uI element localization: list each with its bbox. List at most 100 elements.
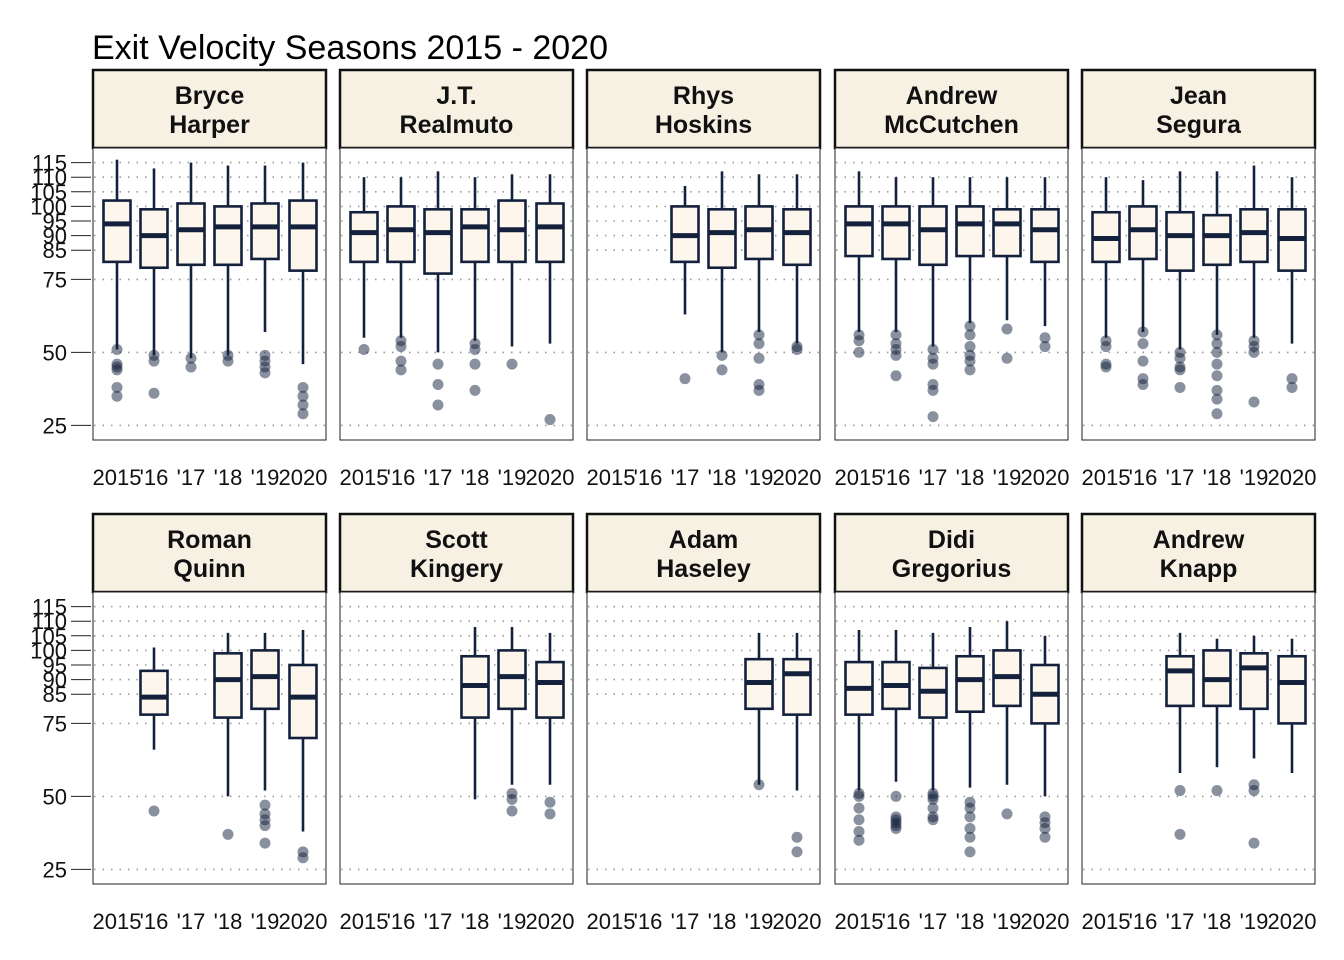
outlier-point xyxy=(791,343,803,355)
outlier-point xyxy=(1174,364,1186,376)
outlier-point xyxy=(297,852,309,864)
outlier-point xyxy=(1039,831,1051,843)
facet-strip-label: Bryce Harper xyxy=(169,82,250,139)
iqr-box xyxy=(497,649,527,711)
x-tick-label: '19 xyxy=(251,465,280,490)
boxplot-2020 xyxy=(1277,177,1307,393)
outlier-point xyxy=(927,343,939,355)
boxplot-y19 xyxy=(992,177,1022,364)
iqr-box xyxy=(423,208,453,275)
facet-strip xyxy=(585,68,822,150)
x-tick-label: '17 xyxy=(671,909,700,934)
outlier-point xyxy=(716,364,728,376)
boxplot-y17 xyxy=(176,162,206,373)
x-tick-label: 2015 xyxy=(835,465,884,490)
x-tick-label: 2015 xyxy=(340,909,389,934)
iqr-box xyxy=(1202,213,1232,267)
x-tick-label: '19 xyxy=(1240,909,1269,934)
x-tick-label: '17 xyxy=(919,909,948,934)
outlier-point xyxy=(753,352,765,364)
boxplot-y17 xyxy=(918,632,948,826)
x-tick-label: '18 xyxy=(708,909,737,934)
outlier-point xyxy=(432,399,444,411)
outlier-point xyxy=(964,846,976,858)
outlier-point xyxy=(297,381,309,393)
outlier-point xyxy=(1211,346,1223,358)
x-tick-label: '16 xyxy=(882,909,911,934)
iqr-box xyxy=(102,199,132,264)
outlier-point xyxy=(853,814,865,826)
outlier-point xyxy=(927,802,939,814)
iqr-box xyxy=(1277,654,1307,725)
y-tick-label: 75 xyxy=(43,267,67,292)
panel-plot-area xyxy=(586,147,821,441)
boxplot-y18 xyxy=(460,627,490,800)
boxplot-y16 xyxy=(881,629,911,835)
iqr-box xyxy=(386,205,416,264)
boxplot-y17 xyxy=(918,177,948,423)
outlier-point xyxy=(927,793,939,805)
x-tick-label: '19 xyxy=(745,909,774,934)
iqr-box xyxy=(918,205,948,267)
outlier-point xyxy=(679,373,691,385)
outlier-point xyxy=(1248,785,1260,797)
outlier-point xyxy=(1001,323,1013,335)
x-tick-label: 2020 xyxy=(773,909,822,934)
x-tick-label: 2020 xyxy=(279,909,328,934)
boxplot-y17 xyxy=(1165,632,1195,840)
boxplot-y19 xyxy=(497,627,527,817)
facet-strip xyxy=(1080,68,1317,150)
panel-plot-area xyxy=(586,591,821,885)
outlier-point xyxy=(432,379,444,391)
outlier-point xyxy=(395,341,407,353)
boxplot-y16 xyxy=(139,168,169,399)
outlier-point xyxy=(890,329,902,341)
panel-plot-area xyxy=(1081,147,1316,441)
panel-plot-area xyxy=(834,147,1069,441)
outlier-point xyxy=(395,355,407,367)
outlier-point xyxy=(148,805,160,817)
x-tick-label: 2020 xyxy=(1021,465,1070,490)
facet-strip xyxy=(833,68,1070,150)
y-tick-label: 75 xyxy=(43,711,67,736)
iqr-box xyxy=(744,205,774,261)
outlier-point xyxy=(753,329,765,341)
x-tick-label: 2015 xyxy=(835,909,884,934)
outlier-point xyxy=(1248,396,1260,408)
iqr-box xyxy=(992,208,1022,258)
facet-strip-label: Adam Haseley xyxy=(656,526,751,583)
outlier-point xyxy=(259,367,271,379)
boxplot-y19 xyxy=(250,632,280,849)
x-tick-label: '17 xyxy=(1166,465,1195,490)
outlier-point xyxy=(1039,341,1051,353)
boxplot-y18 xyxy=(460,177,490,396)
x-tick-label: '19 xyxy=(498,465,527,490)
iqr-box xyxy=(844,205,874,258)
iqr-box xyxy=(1030,208,1060,264)
facet-panels: Bryce Harper2550758590951001051101152015'… xyxy=(30,68,1317,934)
outlier-point xyxy=(1100,341,1112,353)
outlier-point xyxy=(964,341,976,353)
outlier-point xyxy=(853,790,865,802)
x-tick-label: 2020 xyxy=(526,909,575,934)
outlier-point xyxy=(853,802,865,814)
y-tick-label: 115 xyxy=(32,151,67,176)
boxplot-y16 xyxy=(881,177,911,382)
outlier-point xyxy=(358,343,370,355)
outlier-point xyxy=(1211,393,1223,405)
x-tick-label: 2020 xyxy=(526,465,575,490)
boxplot-2020 xyxy=(288,629,318,864)
panel-plot-area xyxy=(92,147,327,441)
boxplot-y17 xyxy=(423,171,453,411)
outlier-point xyxy=(1174,828,1186,840)
outlier-point xyxy=(506,805,518,817)
boxplot-2015 xyxy=(1091,177,1121,373)
boxplot-y16 xyxy=(139,647,169,817)
outlier-point xyxy=(1211,384,1223,396)
iqr-box xyxy=(250,649,280,711)
boxplot-y19 xyxy=(250,165,280,379)
x-tick-label: '18 xyxy=(1203,909,1232,934)
iqr-box xyxy=(535,660,565,719)
iqr-box xyxy=(881,205,911,261)
